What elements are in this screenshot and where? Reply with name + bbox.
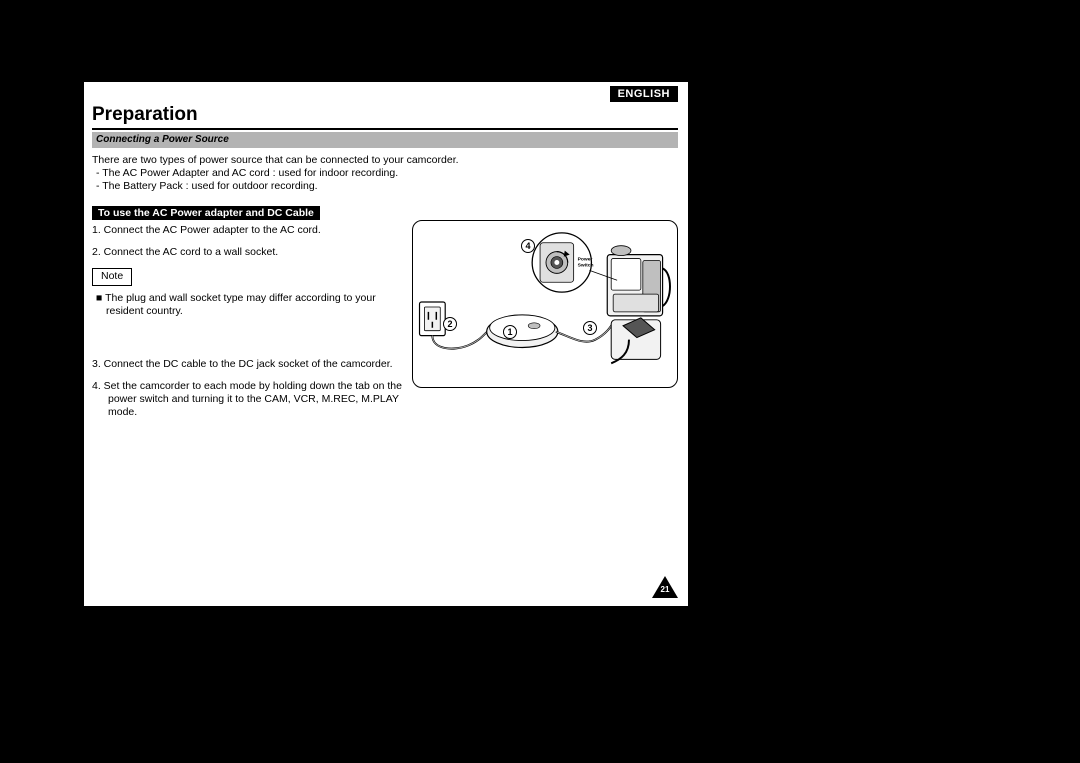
intro-main: There are two types of power source that… [92, 154, 678, 167]
page-title: Preparation [92, 104, 198, 126]
figure-label-4: 4 [521, 239, 535, 253]
camcorder-icon [607, 246, 670, 316]
manual-page: ENGLISH Preparation Connecting a Power S… [84, 82, 688, 606]
step-1: 1. Connect the AC Power adapter to the A… [92, 224, 400, 237]
dc-plug-icon [611, 318, 660, 363]
procedure-heading: To use the AC Power adapter and DC Cable [92, 206, 320, 220]
page-number: 21 [652, 585, 678, 594]
intro-bullet-1: - The AC Power Adapter and AC cord : use… [92, 167, 678, 180]
section-subhead: Connecting a Power Source [92, 132, 678, 148]
steps-lower: 3. Connect the DC cable to the DC jack s… [92, 358, 410, 429]
note-body: ■ The plug and wall socket type may diff… [92, 292, 400, 318]
connection-diagram: Power Switch 1 2 3 4 [412, 220, 678, 388]
svg-text:Power: Power [578, 257, 593, 263]
power-switch-closeup-icon: Power Switch [532, 233, 617, 292]
ac-adapter-icon [487, 315, 558, 348]
intro-bullet-2: - The Battery Pack : used for outdoor re… [92, 180, 678, 193]
language-badge: ENGLISH [610, 86, 678, 102]
step-2: 2. Connect the AC cord to a wall socket. [92, 246, 400, 259]
figure-label-1: 1 [503, 325, 517, 339]
figure-label-3: 3 [583, 321, 597, 335]
step-4: 4. Set the camcorder to each mode by hol… [92, 380, 410, 419]
step-3: 3. Connect the DC cable to the DC jack s… [92, 358, 410, 371]
svg-text:Switch: Switch [578, 262, 594, 268]
intro-text: There are two types of power source that… [92, 154, 678, 193]
note-box: Note [92, 268, 132, 286]
steps-upper: 1. Connect the AC Power adapter to the A… [92, 224, 400, 327]
diagram-svg: Power Switch [413, 221, 677, 387]
figure-label-2: 2 [443, 317, 457, 331]
page-number-badge: 21 [652, 576, 678, 598]
wall-socket-icon [420, 302, 446, 336]
title-rule [92, 128, 678, 130]
